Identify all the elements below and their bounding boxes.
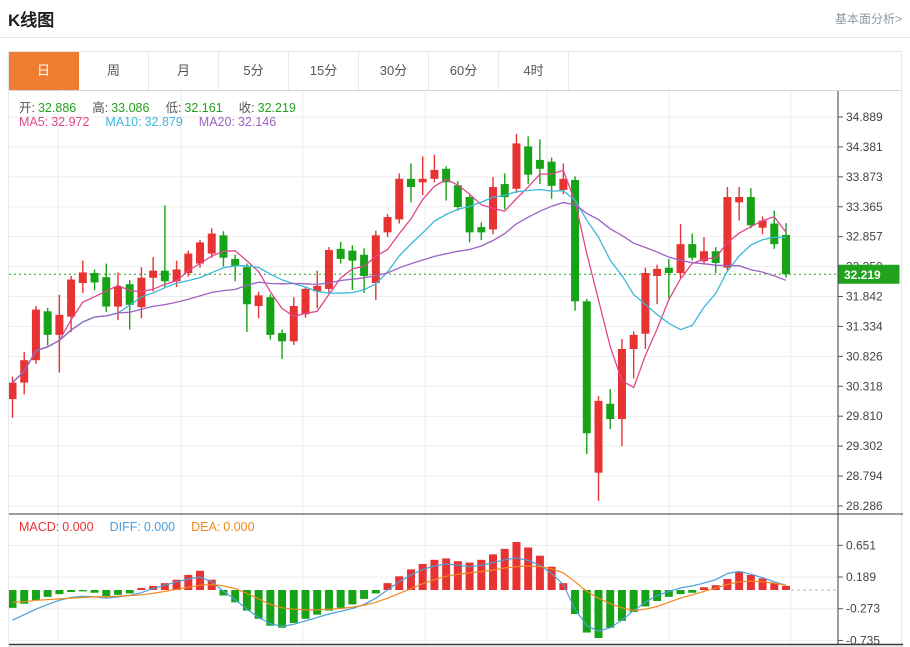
svg-text:-0.273: -0.273 xyxy=(846,602,880,616)
tab-4hour[interactable]: 4时 xyxy=(499,52,569,90)
svg-text:0.189: 0.189 xyxy=(846,570,876,584)
interval-tabs: 日周月 5分 15分 30分 60分 4时 xyxy=(9,52,901,91)
svg-text:30.826: 30.826 xyxy=(846,349,883,363)
svg-text:-0.735: -0.735 xyxy=(846,633,880,646)
ma20-line xyxy=(12,201,787,384)
separators xyxy=(9,91,903,646)
diff-line xyxy=(12,557,787,632)
tab-month[interactable]: 月 xyxy=(149,52,219,90)
page-title: K线图 xyxy=(8,11,55,30)
dea-line xyxy=(12,565,787,612)
ma10-line xyxy=(12,188,787,384)
macd-bars xyxy=(9,541,838,639)
kline-chart[interactable]: 34.88934.38133.87333.36532.85732.35031.8… xyxy=(9,91,903,646)
ma5-line xyxy=(12,169,787,389)
tab-week[interactable]: 周 xyxy=(79,52,149,90)
svg-text:34.889: 34.889 xyxy=(846,110,883,124)
tab-day[interactable]: 日 xyxy=(9,52,79,90)
svg-text:28.794: 28.794 xyxy=(846,469,883,483)
svg-text:29.810: 29.810 xyxy=(846,409,883,423)
tab-30min[interactable]: 30分 xyxy=(359,52,429,90)
kline-chart-canvas[interactable]: 34.88934.38133.87333.36532.85732.35031.8… xyxy=(9,91,903,646)
tab-5min[interactable]: 5分 xyxy=(219,52,289,90)
svg-text:29.302: 29.302 xyxy=(846,439,883,453)
macd-lines xyxy=(12,557,787,632)
tab-60min[interactable]: 60分 xyxy=(429,52,499,90)
svg-text:33.365: 33.365 xyxy=(846,200,883,214)
tabs-filler xyxy=(569,52,901,90)
page-header: K线图 基本面分析> xyxy=(0,0,910,38)
macd-axis: 0.651 0.189 -0.273 -0.735 xyxy=(838,538,880,646)
price-axis: 34.88934.38133.87333.36532.85732.35031.8… xyxy=(838,110,883,513)
svg-text:32.219: 32.219 xyxy=(844,268,881,282)
gridlines xyxy=(9,91,838,644)
fundamental-analysis-link[interactable]: 基本面分析> xyxy=(834,12,902,26)
candles-layer xyxy=(9,134,791,501)
current-price-badge: 32.219 xyxy=(838,264,900,284)
ma-lines xyxy=(12,169,787,389)
svg-text:32.857: 32.857 xyxy=(846,230,883,244)
svg-text:34.381: 34.381 xyxy=(846,140,883,154)
kline-widget: 日周月 5分 15分 30分 60分 4时 34.889 34.381 33.873 33.36… xyxy=(8,51,903,647)
svg-text:30.318: 30.318 xyxy=(846,379,883,393)
svg-text:31.334: 31.334 xyxy=(846,319,883,333)
svg-text:0.651: 0.651 xyxy=(846,538,876,552)
svg-text:31.842: 31.842 xyxy=(846,290,883,304)
svg-text:33.873: 33.873 xyxy=(846,170,883,184)
svg-text:28.286: 28.286 xyxy=(846,499,883,513)
tab-15min[interactable]: 15分 xyxy=(289,52,359,90)
